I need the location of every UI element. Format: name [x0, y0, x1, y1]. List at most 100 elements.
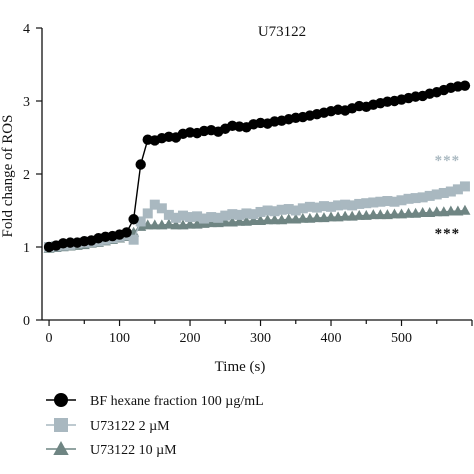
- annotation-layer: *** ***: [435, 153, 461, 242]
- data-point: [142, 219, 154, 230]
- data-point: [389, 196, 400, 207]
- y-tick-label: 2: [23, 168, 30, 183]
- data-point: [396, 195, 407, 206]
- data-point: [283, 213, 295, 224]
- x-tick-label: 100: [109, 331, 130, 346]
- series-circle: [43, 80, 471, 253]
- data-point: [206, 212, 217, 223]
- y-tick-label: 4: [23, 22, 30, 37]
- data-point: [128, 214, 139, 225]
- data-point: [135, 159, 146, 170]
- data-point: [459, 80, 471, 91]
- data-point: [199, 213, 210, 224]
- y-tick-label: 3: [23, 95, 30, 110]
- data-point: [410, 193, 421, 204]
- data-point: [177, 210, 188, 221]
- data-point: [192, 211, 203, 222]
- data-point: [361, 198, 372, 209]
- data-point: [382, 196, 393, 207]
- data-point: [135, 216, 146, 227]
- data-point: [347, 200, 358, 211]
- data-point: [311, 212, 323, 223]
- legend-marker: [54, 418, 68, 432]
- data-point: [353, 209, 365, 220]
- data-point: [219, 216, 231, 227]
- legend-item: BF hexane fraction 100 µg/mL: [46, 393, 264, 409]
- data-point: [121, 227, 132, 238]
- x-tick-label: 200: [180, 331, 201, 346]
- data-point: [290, 205, 301, 216]
- legend-marker: [53, 441, 69, 455]
- data-point: [156, 203, 167, 214]
- data-point: [163, 218, 175, 229]
- data-point: [297, 203, 308, 214]
- data-point: [417, 206, 429, 217]
- data-point: [340, 199, 351, 210]
- data-point: [388, 208, 400, 219]
- data-point: [339, 210, 351, 221]
- legend-item: U73122 2 µM: [46, 418, 170, 434]
- data-point: [374, 209, 386, 220]
- data-point: [142, 208, 153, 219]
- x-tick-label: 500: [391, 331, 412, 346]
- x-tick-label: 300: [250, 331, 271, 346]
- data-point: [297, 212, 309, 223]
- data-point: [424, 190, 435, 201]
- data-point: [276, 204, 287, 215]
- x-axis-title: Time (s): [215, 359, 266, 375]
- data-point: [184, 218, 196, 229]
- data-point: [375, 196, 386, 207]
- data-point: [452, 184, 463, 195]
- data-point: [459, 204, 471, 215]
- legend: BF hexane fraction 100 µg/mL U73122 2 µM U…: [46, 393, 264, 458]
- data-point: [233, 215, 245, 226]
- legend-item: U73122 10 µM: [46, 441, 177, 458]
- legend-label: BF hexane fraction 100 µg/mL: [90, 394, 264, 409]
- data-point: [445, 186, 456, 197]
- series-layer: [43, 80, 471, 253]
- data-point: [304, 201, 315, 212]
- data-point: [438, 187, 449, 198]
- data-point: [269, 214, 281, 225]
- data-point: [241, 208, 252, 219]
- data-point: [459, 181, 470, 192]
- data-point: [255, 206, 266, 217]
- legend-label: U73122 2 µM: [90, 419, 170, 434]
- data-point: [325, 211, 337, 222]
- data-point: [403, 193, 414, 204]
- significance-annotation: ***: [435, 226, 461, 242]
- data-point: [149, 219, 161, 230]
- data-point: [234, 209, 245, 220]
- data-point: [248, 209, 259, 220]
- data-point: [431, 189, 442, 200]
- data-point: [354, 198, 365, 209]
- data-point: [205, 217, 217, 228]
- data-point: [247, 215, 259, 225]
- data-point: [333, 200, 344, 211]
- y-tick-label: 1: [23, 241, 30, 256]
- legend-label: U73122 10 µM: [90, 443, 177, 458]
- data-point: [262, 214, 274, 225]
- y-tick-label: 0: [23, 314, 30, 329]
- data-point: [220, 210, 231, 221]
- y-axis-title: Fold change of ROS: [0, 115, 16, 238]
- axes: 0 1 2 3 4 0 100 200 300 400 500: [23, 22, 473, 346]
- data-point: [227, 209, 238, 220]
- data-point: [163, 209, 174, 220]
- data-point: [367, 209, 379, 220]
- legend-marker: [54, 393, 68, 407]
- data-point: [213, 212, 224, 223]
- data-point: [269, 206, 280, 217]
- chart-title: U73122: [258, 24, 306, 40]
- data-point: [262, 205, 273, 216]
- data-point: [311, 202, 322, 213]
- data-point: [170, 212, 181, 223]
- data-point: [318, 201, 329, 212]
- data-point: [185, 212, 196, 223]
- data-point: [431, 206, 443, 217]
- significance-annotation: ***: [435, 153, 461, 169]
- data-point: [403, 207, 415, 218]
- data-point: [445, 205, 457, 216]
- x-tick-label: 400: [321, 331, 342, 346]
